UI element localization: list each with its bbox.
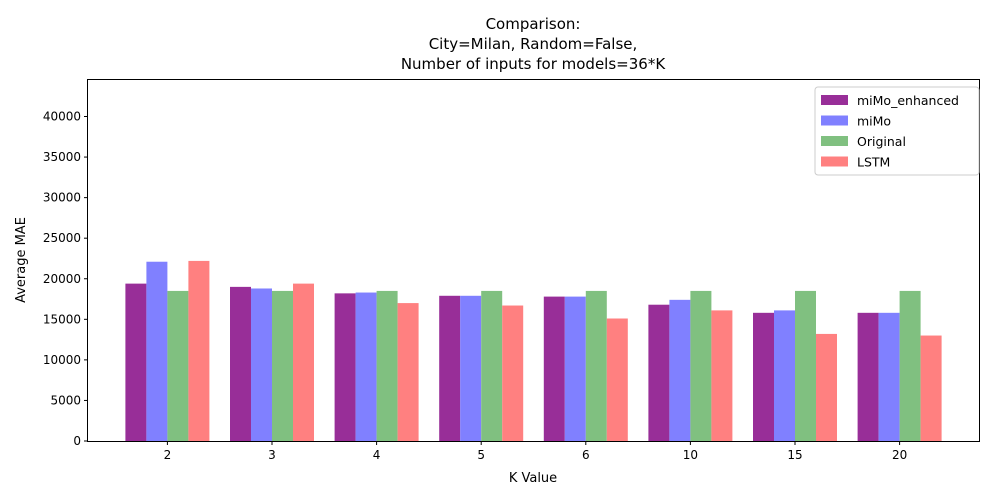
bar-mimo-enhanced-k2 — [125, 283, 147, 441]
bar-original-k3 — [272, 290, 293, 441]
bar-mimo-k4 — [355, 292, 377, 441]
bar-original-k4 — [376, 290, 398, 441]
bar-original-k20 — [899, 290, 921, 441]
legend: miMo_enhanced miMo Original LSTM — [814, 86, 980, 176]
legend-swatch — [821, 156, 848, 167]
bar-mimo-k5 — [460, 295, 482, 441]
bar-mimo-k3 — [251, 288, 272, 441]
y-tick-label: 35000 — [43, 150, 81, 164]
x-tick-label: 4 — [373, 448, 381, 462]
bar-mimo-enhanced-k5 — [439, 295, 461, 441]
y-tick-label: 15000 — [43, 312, 81, 326]
x-axis-label: K Value — [509, 471, 557, 486]
bar-lstm-k20 — [920, 335, 942, 441]
bar-mimo-enhanced-k3 — [230, 286, 251, 441]
x-tick-label: 20 — [892, 448, 907, 462]
x-tick-label: 5 — [477, 448, 485, 462]
bar-mimo-k6 — [564, 296, 586, 441]
bar-mimo-enhanced-k10 — [648, 304, 670, 441]
x-tick-label: 3 — [268, 448, 276, 462]
bar-lstm-k6 — [606, 318, 628, 441]
bar-lstm-k2 — [188, 260, 210, 441]
y-tick-label: 40000 — [43, 110, 81, 124]
y-tick-label: 25000 — [43, 231, 81, 245]
bar-original-k10 — [690, 290, 712, 441]
bar-mimo-enhanced-k6 — [543, 296, 565, 441]
legend-swatch — [821, 136, 848, 146]
bar-original-k6 — [585, 290, 607, 441]
chart-title: Comparison: City=Milan, Random=False, Nu… — [401, 15, 666, 73]
legend-swatch — [821, 115, 848, 126]
legend-label: miMo — [857, 114, 891, 129]
bar-lstm-k15 — [816, 333, 837, 441]
title-line-1: Comparison: — [486, 15, 581, 33]
bar-mimo-enhanced-k4 — [334, 293, 356, 441]
bar-mimo-k15 — [774, 310, 795, 441]
legend-label: Original — [857, 134, 906, 149]
x-tick-label: 10 — [683, 448, 698, 462]
bar-original-k5 — [481, 290, 503, 441]
bar-lstm-k4 — [397, 303, 419, 441]
y-tick-label: 0 — [73, 434, 81, 448]
legend-swatch — [821, 95, 848, 105]
x-tick-label: 6 — [582, 448, 590, 462]
bar-original-k15 — [795, 290, 816, 441]
y-axis-label: Average MAE — [14, 217, 29, 303]
y-axis-ticks: 0 5000 10000 15000 20000 25000 30000 35000 40000 — [43, 110, 88, 448]
bar-mimo-k2 — [146, 261, 168, 441]
title-line-2: City=Milan, Random=False, — [429, 35, 638, 53]
bar-lstm-k5 — [502, 305, 524, 441]
plot-area-frame — [87, 79, 980, 442]
bar-original-k2 — [167, 290, 189, 441]
legend-box — [814, 86, 980, 176]
x-axis-ticks: 2 3 4 5 6 10 15 20 — [164, 441, 907, 462]
legend-label: LSTM — [857, 155, 890, 170]
y-tick-label: 5000 — [50, 393, 81, 407]
y-tick-label: 10000 — [43, 353, 81, 367]
x-tick-label: 2 — [164, 448, 172, 462]
y-tick-label: 30000 — [43, 191, 81, 205]
bar-mimo-enhanced-k15 — [753, 312, 774, 441]
bar-mimo-enhanced-k20 — [857, 312, 879, 441]
bar-lstm-k10 — [711, 310, 733, 441]
legend-label: miMo_enhanced — [857, 93, 959, 108]
y-tick-label: 20000 — [43, 272, 81, 286]
bar-mimo-k10 — [669, 299, 691, 441]
bar-mimo-k20 — [878, 312, 900, 441]
bar-lstm-k3 — [293, 283, 314, 441]
title-line-3: Number of inputs for models=36*K — [401, 55, 666, 73]
x-tick-label: 15 — [787, 448, 802, 462]
bars-layer — [125, 260, 942, 441]
